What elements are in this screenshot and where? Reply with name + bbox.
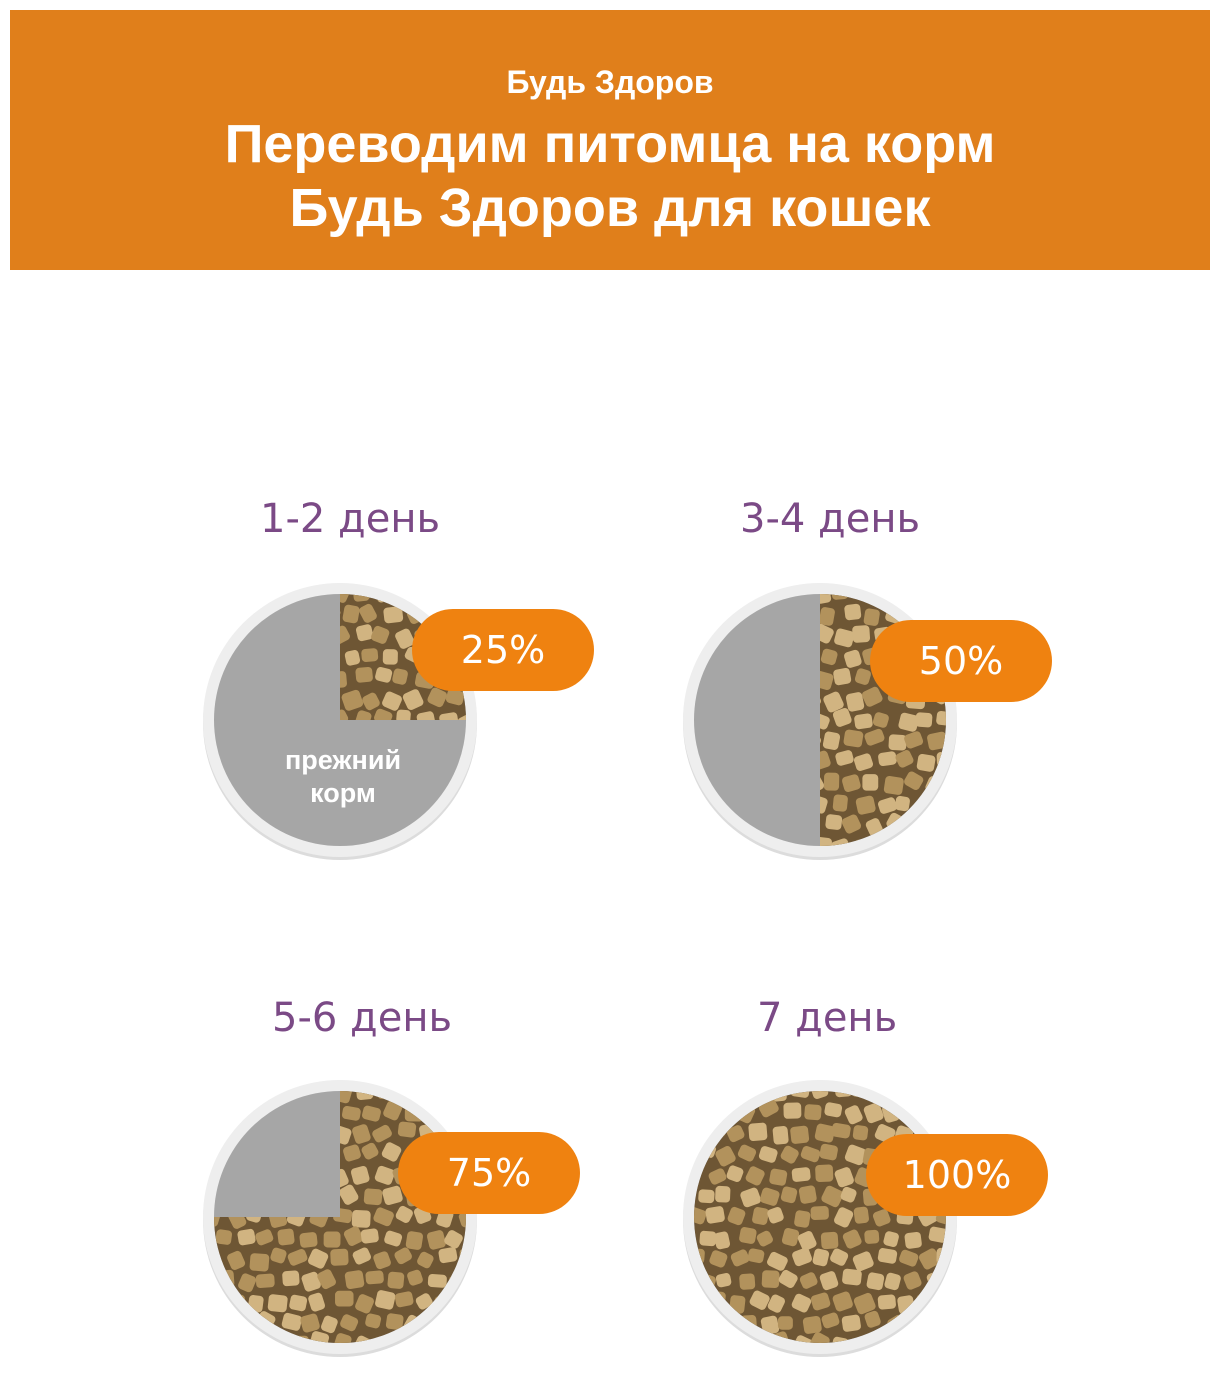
old-food-label-line-1: прежний	[284, 745, 402, 775]
step-label-1: 1-2 день	[260, 496, 441, 542]
percent-badge-1: 25%	[412, 609, 594, 691]
pie-chart-3	[203, 1080, 477, 1357]
pie-chart-4	[683, 1080, 957, 1357]
page-title: Переводим питомца на корм Будь Здоров дл…	[10, 112, 1210, 240]
percent-badge-3: 75%	[398, 1132, 580, 1214]
step-label-4: 7 день	[757, 995, 898, 1041]
title-line-1: Переводим питомца на корм	[224, 114, 996, 174]
header-banner: Будь Здоров Переводим питомца на корм Бу…	[10, 10, 1210, 270]
brand-name: Будь Здоров	[506, 64, 714, 100]
percent-badge-2: 50%	[870, 620, 1052, 702]
percent-badge-4: 100%	[866, 1134, 1048, 1216]
old-food-label-line-2: корм	[310, 778, 376, 808]
title-line-2: Будь Здоров для кошек	[289, 178, 931, 238]
step-label-3: 5-6 день	[272, 995, 453, 1041]
old-food-label: прежний корм	[243, 744, 443, 810]
step-label-2: 3-4 день	[740, 496, 921, 542]
